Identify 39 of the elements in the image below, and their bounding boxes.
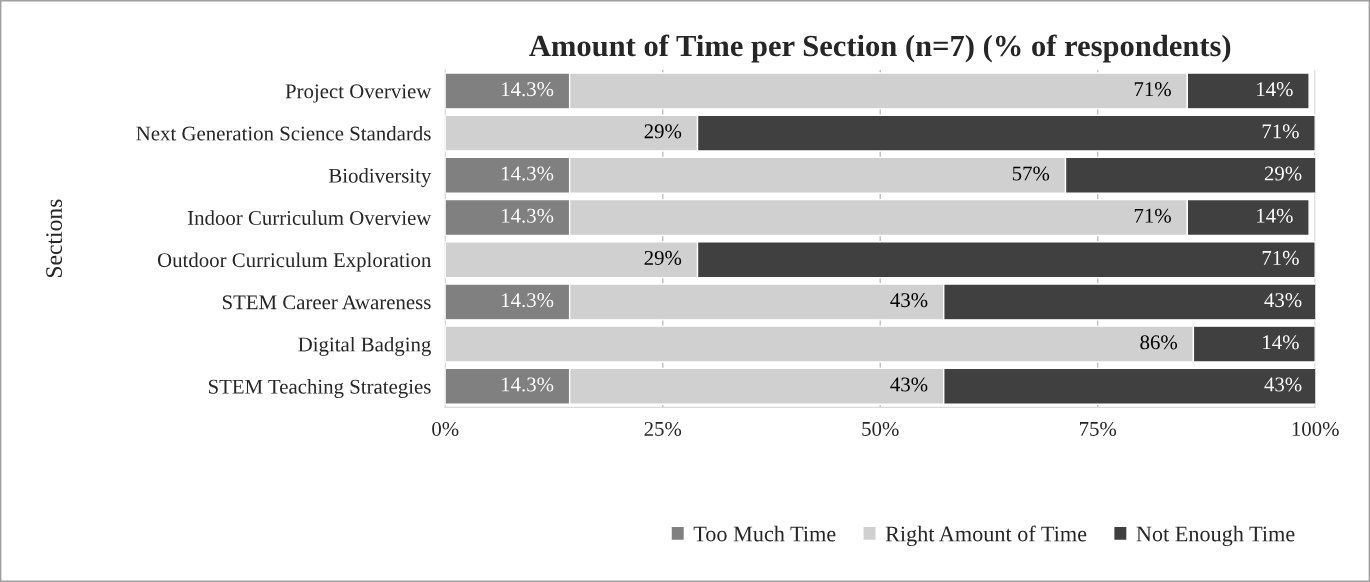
x-tick-label: 75% bbox=[1079, 421, 1117, 437]
chart-title: Amount of Time per Section (n=7) (% of respondents) bbox=[529, 34, 1231, 63]
data-label: 29% bbox=[1264, 166, 1302, 181]
x-tick-label: 100% bbox=[1292, 421, 1339, 437]
y-tick-label: Biodiversity bbox=[328, 168, 432, 188]
data-label: 43% bbox=[1264, 293, 1302, 308]
y-tick-label: STEM Career Awareness bbox=[222, 295, 431, 310]
y-tick-label: Digital Badging bbox=[298, 336, 431, 356]
x-tick-label: 0% bbox=[432, 421, 459, 437]
data-label: 71% bbox=[1262, 250, 1299, 265]
y-axis-title: Sections bbox=[46, 199, 63, 278]
y-tick-label: Outdoor Curriculum Exploration bbox=[157, 252, 432, 272]
data-label: 71% bbox=[1134, 82, 1171, 97]
x-tick-label: 50% bbox=[862, 421, 899, 437]
data-label: 71% bbox=[1134, 208, 1171, 223]
data-label: 14.3% bbox=[502, 82, 554, 97]
legend-label: Not Enough Time bbox=[1136, 525, 1295, 547]
data-label: 43% bbox=[890, 293, 928, 308]
data-label: 71% bbox=[1262, 124, 1299, 139]
data-label: 14.3% bbox=[502, 293, 554, 308]
x-tick-label: 25% bbox=[644, 421, 682, 437]
data-label: 86% bbox=[1140, 335, 1178, 350]
y-tick-label: STEM Teaching Strategies bbox=[208, 379, 431, 399]
data-label: 14.3% bbox=[502, 166, 554, 181]
y-tick-label: Indoor Curriculum Overview bbox=[187, 210, 432, 225]
data-label: 29% bbox=[644, 250, 682, 265]
data-label: 14% bbox=[1257, 82, 1293, 97]
data-label: 57% bbox=[1012, 166, 1050, 181]
y-tick-label: Project Overview bbox=[285, 84, 432, 103]
legend-label: Right Amount of Time bbox=[885, 525, 1087, 547]
legend-label: Too Much Time bbox=[693, 525, 836, 542]
data-label: 14% bbox=[1263, 335, 1299, 350]
data-label: 43% bbox=[890, 377, 928, 392]
y-tick-label: Next Generation Science Standards bbox=[136, 125, 431, 141]
data-label: 14.3% bbox=[502, 208, 554, 223]
data-label: 43% bbox=[1264, 377, 1302, 392]
data-label: 29% bbox=[644, 124, 682, 139]
data-label: 14% bbox=[1257, 208, 1293, 223]
data-label: 14.3% bbox=[502, 377, 554, 392]
